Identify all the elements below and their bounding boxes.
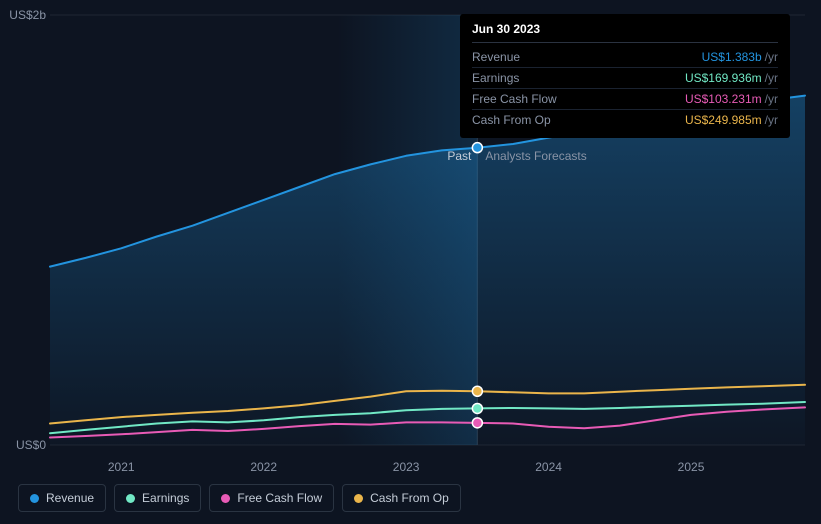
x-tick-label: 2023 [393, 460, 420, 474]
legend-item-free_cash_flow[interactable]: Free Cash Flow [209, 484, 334, 512]
tooltip-row: Free Cash Flow US$103.231m/yr [472, 89, 778, 110]
tooltip-row-value: US$1.383b [702, 50, 762, 64]
tooltip-row-value: US$169.936m [685, 71, 762, 85]
x-tick-label: 2025 [678, 460, 705, 474]
forecast-section-label: Analysts Forecasts [485, 149, 586, 163]
hover-tooltip: Jun 30 2023 Revenue US$1.383b/yr Earnings U… [460, 14, 790, 138]
tooltip-row-unit: /yr [765, 113, 778, 127]
tooltip-row-label: Free Cash Flow [472, 92, 557, 106]
legend-item-label: Earnings [142, 491, 189, 505]
legend-item-cash_from_op[interactable]: Cash From Op [342, 484, 461, 512]
x-tick-label: 2022 [250, 460, 277, 474]
tooltip-row-value: US$103.231m [685, 92, 762, 106]
legend-dot-icon [354, 494, 363, 503]
y-tick-label: US$0 [16, 438, 46, 452]
financial-chart[interactable]: US$0 US$2b 2021 2022 2023 2024 2025 Past Anal… [0, 0, 821, 524]
x-tick-label: 2021 [108, 460, 135, 474]
legend-item-label: Free Cash Flow [237, 491, 322, 505]
legend-dot-icon [221, 494, 230, 503]
tooltip-row: Cash From Op US$249.985m/yr [472, 110, 778, 130]
tooltip-row-unit: /yr [765, 92, 778, 106]
tooltip-date: Jun 30 2023 [472, 22, 778, 43]
x-tick-label: 2024 [535, 460, 562, 474]
past-section-label: Past [441, 149, 471, 163]
legend-item-label: Revenue [46, 491, 94, 505]
tooltip-row: Revenue US$1.383b/yr [472, 47, 778, 68]
tooltip-row-label: Earnings [472, 71, 519, 85]
tooltip-row-label: Revenue [472, 50, 520, 64]
y-tick-label: US$2b [9, 8, 46, 22]
tooltip-row-unit: /yr [765, 71, 778, 85]
legend: Revenue Earnings Free Cash Flow Cash From O… [18, 484, 461, 512]
legend-dot-icon [126, 494, 135, 503]
legend-dot-icon [30, 494, 39, 503]
tooltip-row-label: Cash From Op [472, 113, 551, 127]
tooltip-row-value: US$249.985m [685, 113, 762, 127]
legend-item-label: Cash From Op [370, 491, 449, 505]
tooltip-row-unit: /yr [765, 50, 778, 64]
tooltip-row: Earnings US$169.936m/yr [472, 68, 778, 89]
legend-item-revenue[interactable]: Revenue [18, 484, 106, 512]
legend-item-earnings[interactable]: Earnings [114, 484, 201, 512]
